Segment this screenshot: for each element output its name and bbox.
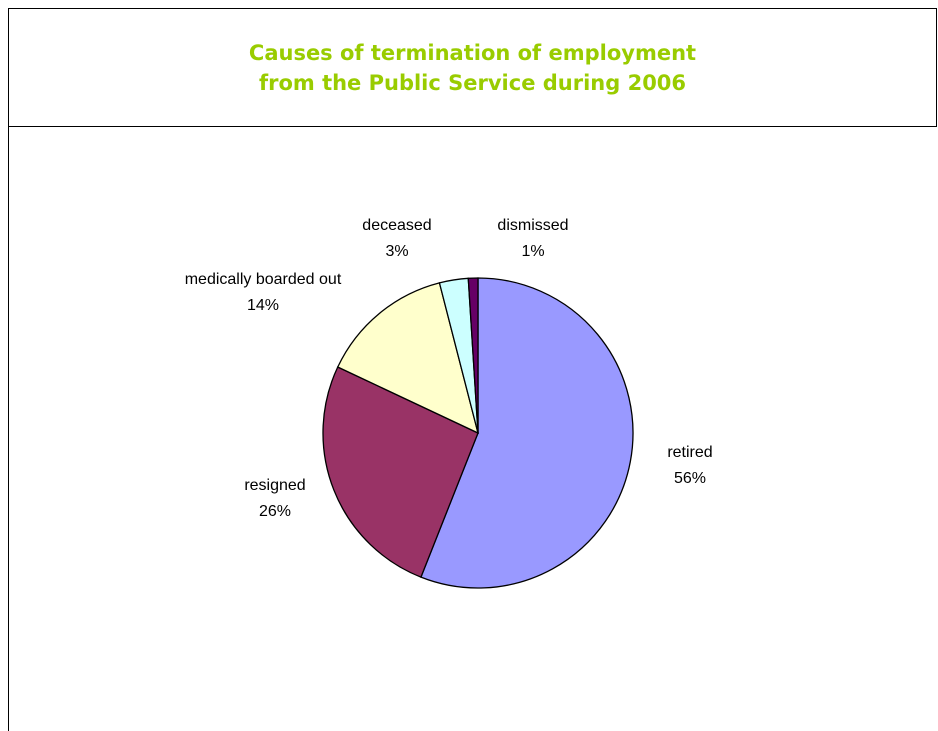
chart-title: from the Public Service during 2006 bbox=[258, 70, 687, 95]
value-label: 3% bbox=[385, 243, 409, 260]
value-label: 14% bbox=[246, 297, 280, 314]
category-label: medically boarded out bbox=[184, 271, 342, 288]
pie-slice bbox=[336, 282, 479, 435]
pie-slice bbox=[467, 277, 479, 434]
data-label: dismissed 1% bbox=[438, 213, 628, 265]
category-label: resigned bbox=[244, 477, 306, 494]
chart-frame bbox=[8, 127, 938, 731]
title-box: Causes of termination of employment from… bbox=[8, 8, 937, 127]
data-label: retired 56% bbox=[595, 440, 785, 492]
category-label: retired bbox=[667, 444, 713, 461]
category-label: deceased bbox=[362, 217, 432, 234]
data-label: resigned 26% bbox=[180, 473, 370, 525]
data-label: deceased 3% bbox=[302, 213, 492, 265]
pie-slice bbox=[322, 366, 479, 578]
chart-title: Causes of termination of employment bbox=[248, 40, 697, 65]
data-label: medically boarded out 14% bbox=[168, 267, 358, 319]
pie-slice bbox=[420, 277, 634, 589]
value-label: 56% bbox=[673, 470, 707, 487]
category-label: dismissed bbox=[497, 217, 569, 234]
value-label: 1% bbox=[521, 243, 545, 260]
value-label: 26% bbox=[258, 503, 292, 520]
